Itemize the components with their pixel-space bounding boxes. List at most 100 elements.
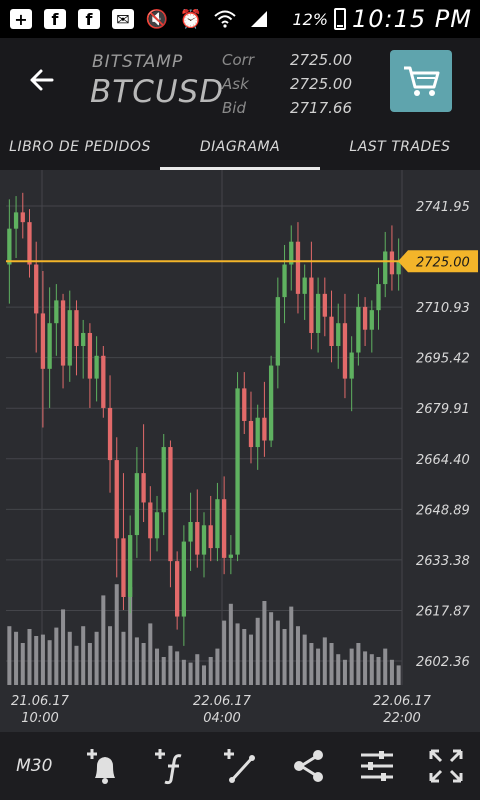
facebook-icon: f: [76, 8, 102, 30]
candle-body: [60, 300, 66, 366]
volume-bar: [87, 643, 92, 685]
candle-body: [282, 264, 287, 298]
volume-bar: [201, 665, 207, 685]
header: BITSTAMP BTCUSD Corr 2725.00 Ask 2725.00…: [0, 38, 480, 124]
current-price-tag: [398, 250, 478, 273]
candle-body: [215, 499, 220, 549]
tab-chart[interactable]: DIAGRAMA: [160, 124, 320, 170]
y-tick-label: 2679.91: [416, 402, 470, 417]
fullscreen-icon: [429, 749, 463, 783]
volume-bar: [7, 626, 12, 685]
fullscreen-button[interactable]: [418, 738, 474, 794]
chart-toolbar: M30: [0, 732, 480, 800]
candle-body: [336, 323, 341, 347]
volume-bar: [282, 629, 287, 685]
candle-body: [81, 332, 86, 347]
candle-body: [242, 388, 247, 421]
tab-label: LIBRO DE PEDIDOS: [9, 139, 151, 155]
volume-bar: [74, 645, 79, 685]
cart-button[interactable]: [390, 50, 452, 112]
volume-bar: [289, 606, 294, 685]
candle-body: [221, 499, 227, 558]
facebook-icon: f: [42, 8, 68, 30]
volume-bar: [389, 659, 394, 685]
add-indicator-button[interactable]: [143, 738, 199, 794]
volume-bar: [208, 657, 213, 685]
volume-bar: [269, 612, 274, 685]
y-tick-label: 2664.40: [416, 453, 470, 468]
mail-icon: ✉: [110, 8, 136, 30]
volume-bar: [329, 643, 334, 685]
volume-bar: [175, 651, 180, 685]
candle-body: [376, 284, 381, 311]
quote-row-ask: Ask 2725.00: [222, 72, 352, 96]
timeframe-button[interactable]: M30: [6, 738, 62, 794]
plus-box-icon: +: [8, 8, 34, 30]
candle-body: [309, 277, 314, 333]
volume-bar: [134, 637, 139, 685]
battery-icon: [334, 8, 347, 30]
candle-body: [248, 420, 254, 448]
signal-icon: [246, 8, 272, 30]
candle-body: [188, 522, 193, 542]
candle-body: [87, 332, 93, 379]
candle-body: [181, 541, 187, 617]
candle-body: [262, 417, 267, 441]
candle-body: [101, 355, 106, 408]
share-button[interactable]: [281, 738, 337, 794]
candle-body: [195, 522, 200, 555]
volume-bar: [309, 643, 314, 685]
candle-body: [342, 323, 348, 379]
volume-bar: [34, 636, 39, 685]
volume-bar: [108, 626, 113, 685]
volume-bar: [363, 651, 368, 685]
status-bar: + f f ✉ 🔇 ⏰ 12% 10:15 PM: [0, 0, 480, 38]
volume-bar: [215, 648, 220, 685]
candle-body: [369, 310, 374, 330]
candle-body: [396, 261, 401, 275]
candle-body: [268, 365, 274, 441]
add-line-button[interactable]: [212, 738, 268, 794]
volume-bar: [27, 629, 32, 685]
back-arrow-icon[interactable]: [22, 60, 62, 100]
add-indicator-icon: [155, 749, 182, 785]
quote-panel: Corr 2725.00 Ask 2725.00 Bid 2717.66: [222, 48, 352, 120]
volume-bar: [228, 603, 233, 685]
volume-bar: [262, 601, 267, 685]
settings-button[interactable]: [349, 738, 405, 794]
candle-body: [383, 251, 388, 285]
volume-bar: [342, 659, 347, 685]
candle-body: [121, 538, 126, 597]
x-tick-time: 10:00: [21, 711, 58, 726]
volume-bar: [195, 654, 200, 685]
candle-body: [329, 316, 334, 347]
candlestick-chart[interactable]: 2741.95 2710.93 2695.42 2679.91 2664.40 2648.…: [0, 170, 480, 732]
tab-order-book[interactable]: LIBRO DE PEDIDOS: [0, 124, 160, 170]
wifi-icon: [212, 8, 238, 30]
volume-bar: [336, 654, 341, 685]
candle-body: [154, 512, 160, 539]
candle-body: [27, 222, 32, 265]
add-alert-button[interactable]: [75, 738, 131, 794]
candle-body: [349, 352, 354, 379]
volume-bar: [81, 626, 86, 685]
quote-row-corr: Corr 2725.00: [222, 48, 352, 72]
volume-bar: [316, 648, 321, 685]
tab-last-trades[interactable]: LAST TRADES: [320, 124, 480, 170]
quote-value: 2725.00: [289, 51, 352, 69]
candle-body: [148, 502, 153, 539]
cart-icon: [404, 66, 440, 96]
y-tick-label: 2710.93: [416, 301, 470, 316]
quote-value: 2725.00: [289, 75, 352, 93]
timeframe-label: M30: [16, 756, 53, 776]
chart-svg[interactable]: 2741.95 2710.93 2695.42 2679.91 2664.40 2648.…: [0, 170, 480, 732]
candle-body: [295, 241, 301, 294]
candle-body: [315, 293, 321, 333]
volume-bar: [383, 648, 388, 685]
volume-bar: [101, 595, 106, 685]
volume-bar: [396, 665, 401, 685]
candle-body: [134, 473, 140, 536]
current-price-label: 2725.00: [416, 255, 470, 270]
quote-label: Ask: [222, 75, 249, 93]
y-tick-label: 2648.89: [416, 503, 470, 518]
